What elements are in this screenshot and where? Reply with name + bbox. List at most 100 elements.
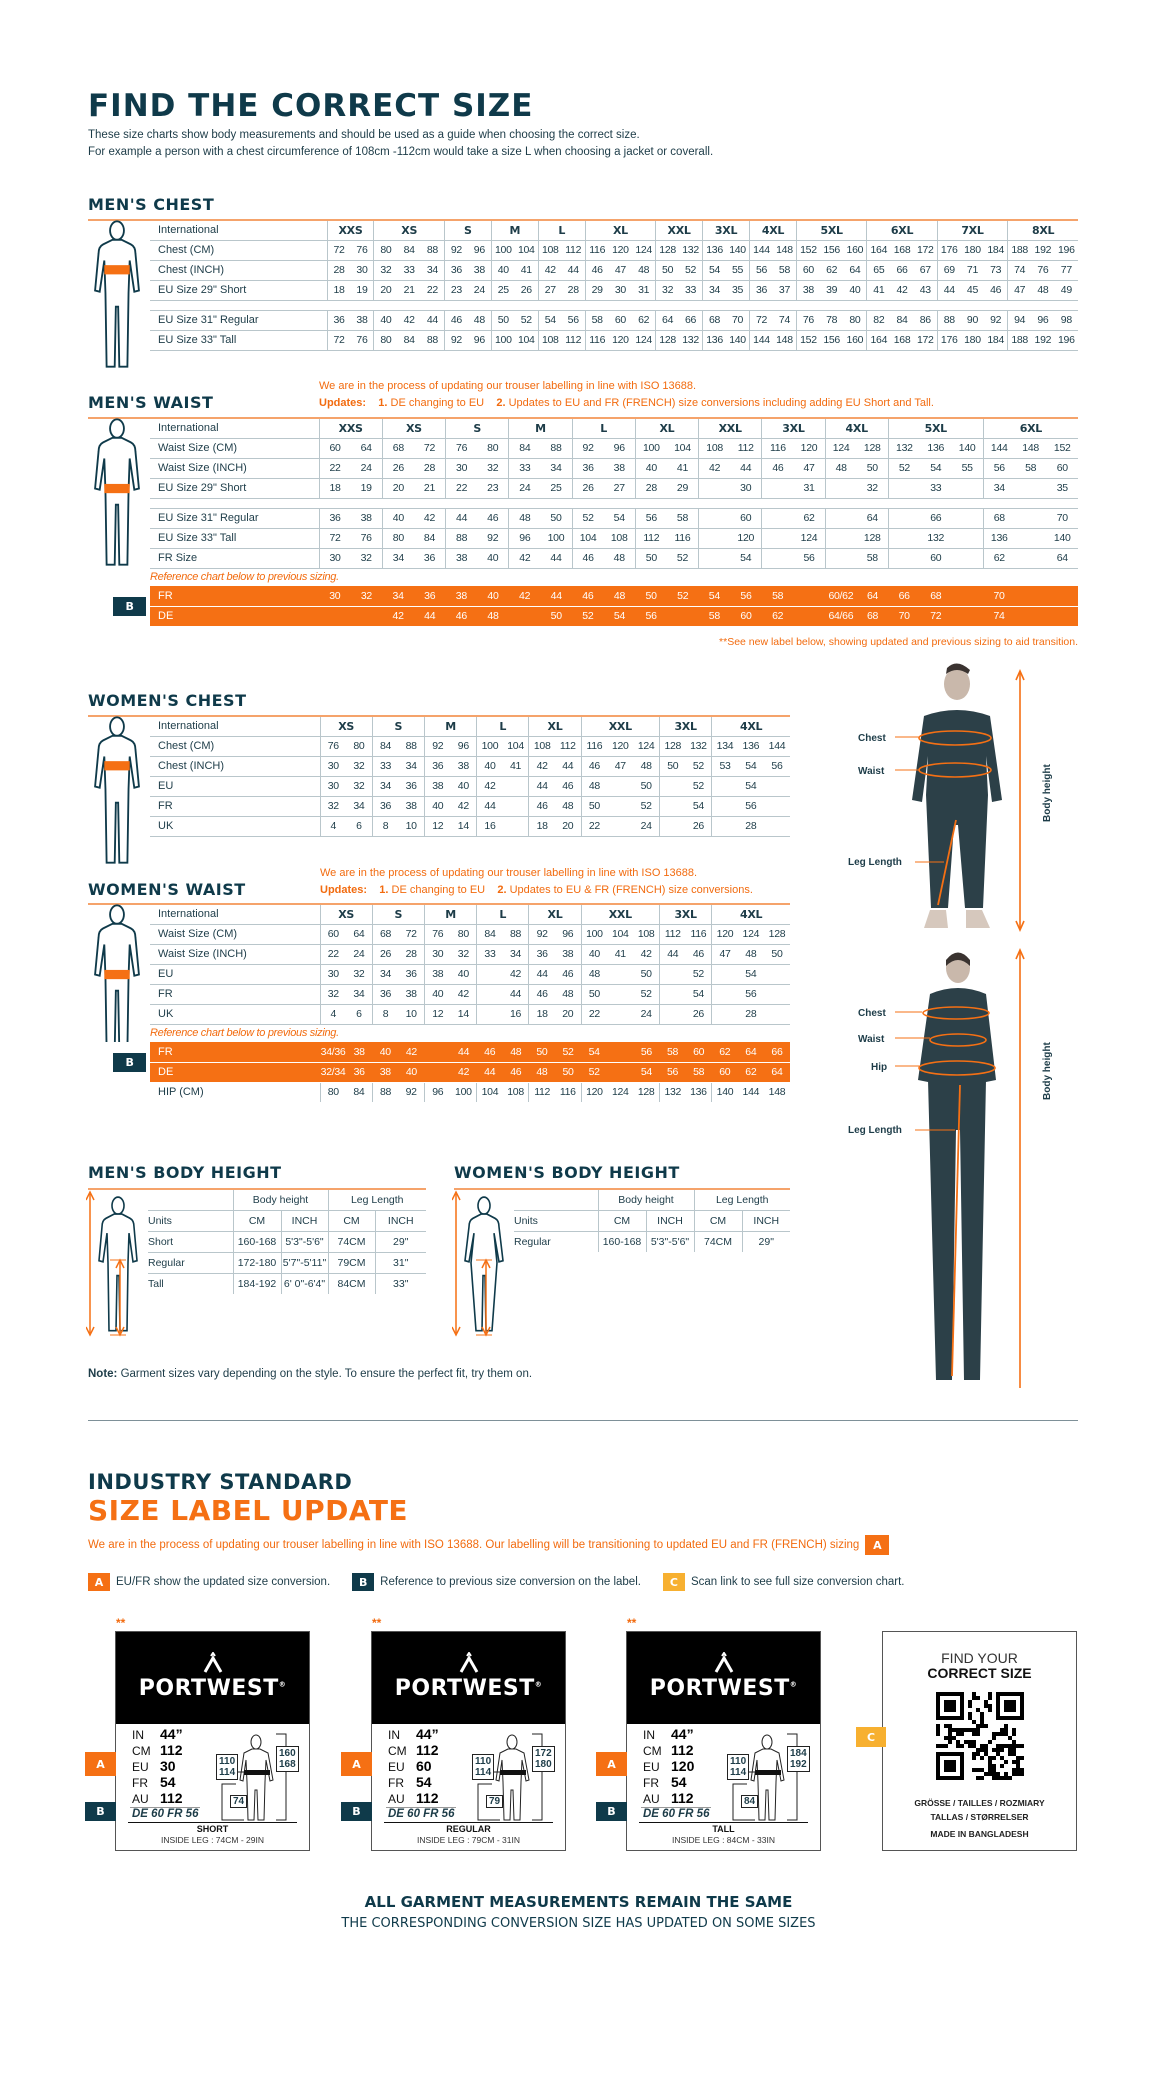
cell: 33 [679, 280, 703, 301]
cell: 40 [476, 756, 503, 777]
cell: 120 [730, 528, 762, 549]
cell: 112 [528, 1082, 555, 1102]
cell [698, 548, 731, 569]
table-row: B FR 34/36 38 40 42 44 46 48 50 52 54 56 58 60 62 64 66 [88, 1042, 791, 1082]
size-m: M [423, 715, 477, 737]
cell: 32 [373, 260, 398, 281]
cell: 34 [346, 796, 373, 817]
legend-text: Reference to previous size conversion on… [380, 1576, 641, 1588]
cell: 108 [507, 1086, 524, 1099]
unit: CM [232, 1210, 281, 1232]
cell: 31 [632, 280, 656, 301]
cell: 65 [866, 260, 891, 281]
size-value: 112 [671, 1790, 694, 1806]
cell: 44 [528, 776, 555, 797]
figure-cell [88, 903, 150, 1052]
size-value-row: EU 60 [388, 1758, 432, 1775]
cell: 66 [679, 310, 703, 331]
cell: 132 [685, 736, 712, 757]
leg-box: 84 [741, 1795, 759, 1808]
size-xl: XL [584, 219, 656, 241]
cell [476, 964, 503, 985]
row-label: DE [150, 606, 319, 627]
cell: 4 [319, 816, 347, 837]
cell: 120 [608, 330, 633, 351]
update-2-num: 2. [497, 884, 507, 896]
size-m: M [423, 903, 477, 925]
body-height-header: Body height [232, 1188, 328, 1211]
cell: 168 [890, 240, 914, 261]
cell: 54 [603, 606, 636, 627]
cell: 36 [413, 548, 446, 569]
cell: 52 [685, 964, 712, 985]
cell: 46 [528, 796, 555, 817]
cell: 32 [350, 548, 383, 569]
cell: 172 [913, 330, 938, 351]
previous-size: DE 60 FR 56 [643, 1808, 710, 1820]
cell: 24 [346, 944, 373, 965]
cell [763, 1004, 791, 1025]
row-label: Waist Size (CM) [150, 438, 319, 459]
cell: 46 [476, 1042, 503, 1063]
cell: 44 [450, 1042, 477, 1063]
cell: 120 [793, 438, 826, 459]
table-row: Waist Size (INCH) 22 24 26 28 30 32 33 34 36 38 40 4… [88, 944, 791, 965]
cell [1014, 478, 1047, 499]
row-label: Chest (CM) [150, 240, 327, 261]
size-m: M [490, 219, 539, 241]
cell: 50 [763, 944, 791, 965]
cell: 54 [581, 1042, 608, 1063]
cell [951, 528, 984, 549]
cell: 92 [405, 1086, 417, 1099]
cell: 50 [856, 458, 889, 479]
cell: 44 [540, 548, 573, 569]
size-languages: GRÖSSE / TAILLES / ROZMIARY TALLAS / STØ… [883, 1796, 1076, 1824]
section-divider [88, 1420, 1078, 1421]
person-outline-icon [94, 220, 140, 368]
transition-marker: ** [116, 1616, 126, 1630]
cell [1014, 606, 1047, 627]
cell: 46 [584, 260, 609, 281]
size-5xl: 5XL [887, 417, 984, 439]
cell: 96 [554, 924, 582, 945]
table-row: UK 4 6 8 10 12 14 16 18 20 22 24 26 28 [88, 816, 791, 837]
cell: 58 [772, 260, 797, 281]
cell: 92 [443, 330, 468, 351]
table-row: Chest (INCH) 30 32 33 34 36 38 40 41 42 44 46 47 48 50… [88, 756, 791, 777]
men-waist-table: International XXS XS S M L XL XXL 3XL 4XL 5XL 6XL Wa… [88, 417, 1079, 627]
cell: 36 [423, 756, 451, 777]
cell: 40 [477, 586, 509, 607]
fit-name: REGULAR [446, 1824, 491, 1834]
cell: 124 [632, 240, 656, 261]
size-l: L [476, 715, 529, 737]
label-figure-icon [221, 1733, 287, 1821]
size-value-row: IN 44” [388, 1726, 439, 1743]
cell: 72 [326, 330, 351, 351]
cell: 64 [350, 438, 383, 459]
qr-code[interactable] [936, 1692, 1024, 1780]
cell: 168 [890, 330, 914, 351]
waist-max: 114 [730, 1767, 747, 1778]
cell: 33 [397, 260, 421, 281]
cell: 38 [554, 944, 582, 965]
row-label: FR [150, 984, 320, 1005]
cell: 84 [397, 330, 421, 351]
intro-line-1: These size charts show body measurements… [88, 129, 640, 141]
size-l: L [571, 417, 636, 439]
table-row: EU Size 31" Regular 36 38 40 42 44 46 48 50 52 54 5… [88, 310, 1079, 331]
table-row: Waist Size (CM) 60 64 68 72 76 80 84 88 92 96 100 10… [88, 438, 1079, 459]
updates-label: Updates: [320, 884, 368, 896]
cell: 84 [397, 240, 421, 261]
cell: 42 [450, 1062, 477, 1083]
cell: 156 [819, 330, 844, 351]
cell: 60 [795, 260, 820, 281]
cell: 39 [819, 280, 844, 301]
cell: 44 [445, 508, 478, 529]
label-header: PORTWEST® [372, 1632, 565, 1724]
size-s: S [371, 715, 425, 737]
unit: CM [693, 1210, 742, 1232]
cell: 82 [866, 310, 891, 331]
cell: 64 [856, 586, 889, 607]
cell: 192 [1031, 330, 1055, 351]
cell [887, 528, 920, 549]
